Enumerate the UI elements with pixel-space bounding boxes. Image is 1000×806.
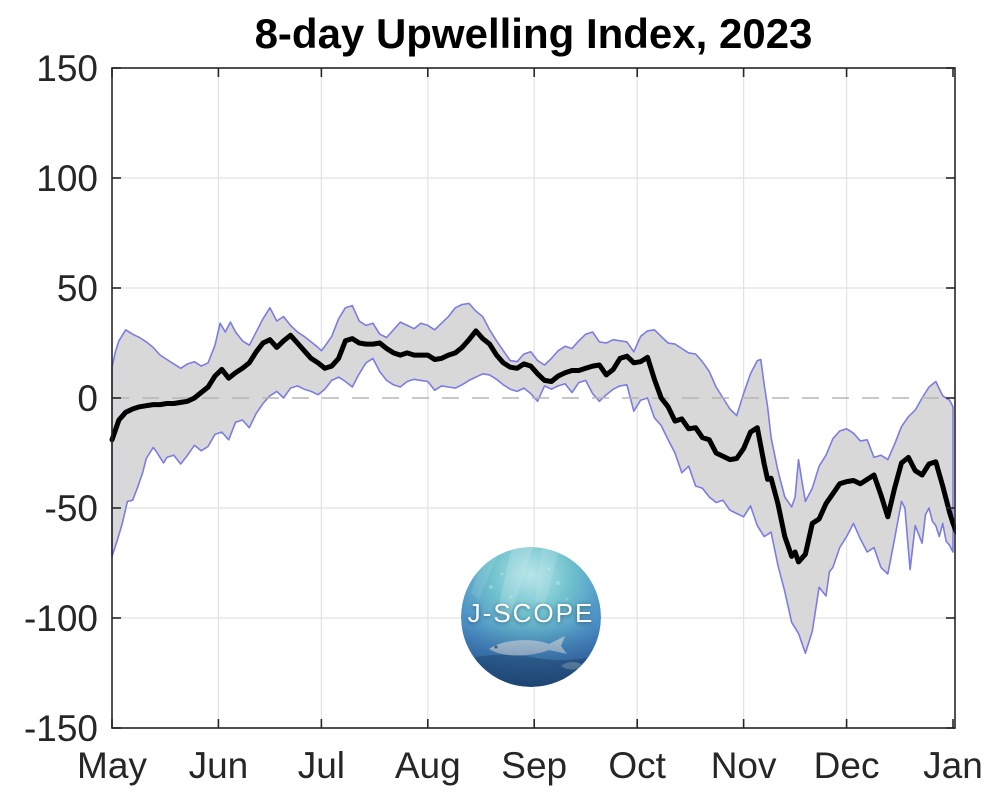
jscope-logo: J-SCOPE — [461, 547, 601, 687]
svg-text:Jan: Jan — [923, 745, 983, 786]
svg-text:150: 150 — [36, 48, 98, 89]
svg-text:Jun: Jun — [189, 745, 249, 786]
svg-text:May: May — [77, 745, 147, 786]
mean-line — [109, 328, 956, 565]
svg-text:50: 50 — [57, 268, 98, 309]
chart-title: 8-day Upwelling Index, 2023 — [254, 10, 813, 57]
svg-text:Dec: Dec — [814, 745, 880, 786]
svg-text:-100: -100 — [24, 598, 98, 639]
svg-text:Oct: Oct — [608, 745, 666, 786]
svg-text:Nov: Nov — [711, 745, 777, 786]
uncertainty-band — [111, 302, 954, 654]
svg-text:-150: -150 — [24, 708, 98, 749]
svg-text:100: 100 — [36, 158, 98, 199]
svg-text:Jul: Jul — [298, 745, 345, 786]
jscope-logo-text: J-SCOPE — [467, 598, 595, 628]
axes-box — [111, 67, 956, 729]
svg-text:Sep: Sep — [501, 745, 567, 786]
svg-text:0: 0 — [77, 378, 98, 419]
svg-text:-50: -50 — [45, 488, 98, 529]
svg-text:Aug: Aug — [395, 745, 461, 786]
tick-labels: May Jun Jul Aug Sep Oct Nov Dec Jan 150 100 50 0 -50 -… — [24, 48, 983, 786]
